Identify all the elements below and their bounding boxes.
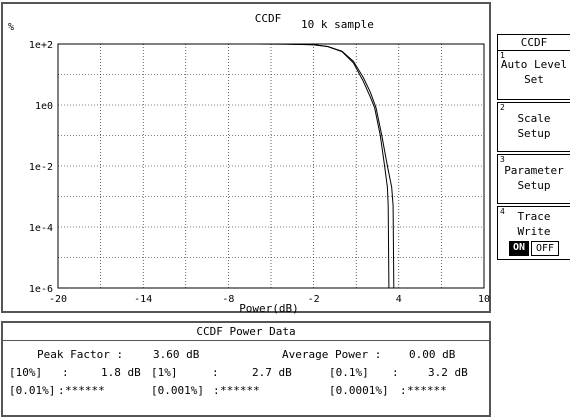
- data-panel-title: CCDF Power Data: [3, 323, 489, 341]
- y-tick-label: 1e-6: [29, 284, 53, 295]
- softkey-2-line2: Setup: [517, 127, 551, 140]
- softkey-2-number: 2: [500, 103, 505, 112]
- average-power-value: 0.00 dB: [409, 348, 456, 361]
- softkey-3-line2: Setup: [517, 179, 551, 192]
- chart-subtitle: 10 k sample: [301, 18, 374, 31]
- p001-label: [0.01%]: [9, 384, 56, 397]
- x-axis-label: Power(dB): [239, 302, 299, 315]
- x-tick-label: -2: [308, 294, 320, 305]
- trace-write-button[interactable]: 4 Trace Write ON OFF: [497, 206, 570, 260]
- ccdf-power-data-panel: CCDF Power Data Peak Factor : 3.60 dB Av…: [1, 321, 491, 417]
- softkey-4-line2: Write: [517, 225, 551, 238]
- softkey-3-number: 3: [500, 155, 505, 164]
- x-tick-label: -20: [49, 294, 67, 305]
- x-tick-label: -14: [134, 294, 152, 305]
- p001-value: ******: [65, 384, 105, 397]
- p0001-colon: :: [213, 384, 220, 397]
- trace-write-toggle[interactable]: ON OFF: [498, 241, 570, 256]
- p00001-label: [0.0001%]: [329, 384, 389, 397]
- trace-write-on[interactable]: ON: [508, 241, 529, 256]
- p00001-colon: :: [400, 384, 407, 397]
- chart-title: CCDF: [255, 12, 282, 25]
- p0001-label: [0.001%]: [151, 384, 204, 397]
- peak-factor-label: Peak Factor :: [37, 348, 124, 361]
- p00001-value: ******: [407, 384, 447, 397]
- x-tick-label: -8: [222, 294, 234, 305]
- softkey-4-line1: Trace: [517, 210, 551, 223]
- softkey-menu-title: CCDF: [497, 34, 570, 50]
- softkey-4-number: 4: [500, 207, 505, 216]
- average-power-label: Average Power :: [282, 348, 382, 361]
- x-tick-label: 4: [396, 294, 402, 305]
- softkey-1-line2: Set: [524, 73, 544, 86]
- p001-colon: :: [58, 384, 65, 397]
- tick-labels: -20 -14 -8 -2 4 10 1e+2 1e0 1e-2 1e-4 1e-6: [29, 40, 490, 305]
- p10-label: [10%]: [9, 366, 43, 379]
- parameter-setup-button[interactable]: 3 Parameter Setup: [497, 154, 570, 204]
- p1-label: [1%]: [151, 366, 178, 379]
- x-tick-label: 10: [478, 294, 490, 305]
- p1-colon: :: [212, 366, 219, 379]
- peak-factor-value: 3.60 dB: [153, 348, 200, 361]
- p01-value: 3.2 dB: [428, 366, 468, 379]
- softkey-2-line1: Scale: [517, 112, 551, 125]
- p1-value: 2.7 dB: [252, 366, 292, 379]
- ccdf-chart-panel: CCDF 10 k sample % Power(dB) -20 -14 -8 -2 4…: [1, 2, 491, 315]
- softkey-3-line1: Parameter: [504, 164, 564, 177]
- scale-setup-button[interactable]: 2 Scale Setup: [497, 102, 570, 152]
- plot-area: [57, 43, 485, 289]
- trace-write-off[interactable]: OFF: [530, 241, 560, 256]
- p10-colon: :: [62, 366, 69, 379]
- softkey-1-line1: Auto Level: [500, 58, 568, 71]
- y-tick-label: 1e-4: [29, 223, 53, 234]
- p10-value: 1.8 dB: [101, 366, 141, 379]
- auto-level-set-button[interactable]: 1 Auto Level Set: [497, 50, 570, 100]
- y-tick-label: 1e+2: [29, 40, 53, 51]
- grid: [58, 44, 484, 288]
- ccdf-chart: CCDF 10 k sample % Power(dB) -20 -14 -8 -2 4…: [8, 12, 490, 315]
- y-tick-label: 1e-2: [29, 162, 53, 173]
- y-axis-label: %: [8, 22, 14, 33]
- p01-label: [0.1%]: [329, 366, 369, 379]
- y-tick-label: 1e0: [35, 101, 53, 112]
- p0001-value: ******: [220, 384, 260, 397]
- p01-colon: :: [392, 366, 399, 379]
- softkey-1-number: 1: [500, 51, 505, 60]
